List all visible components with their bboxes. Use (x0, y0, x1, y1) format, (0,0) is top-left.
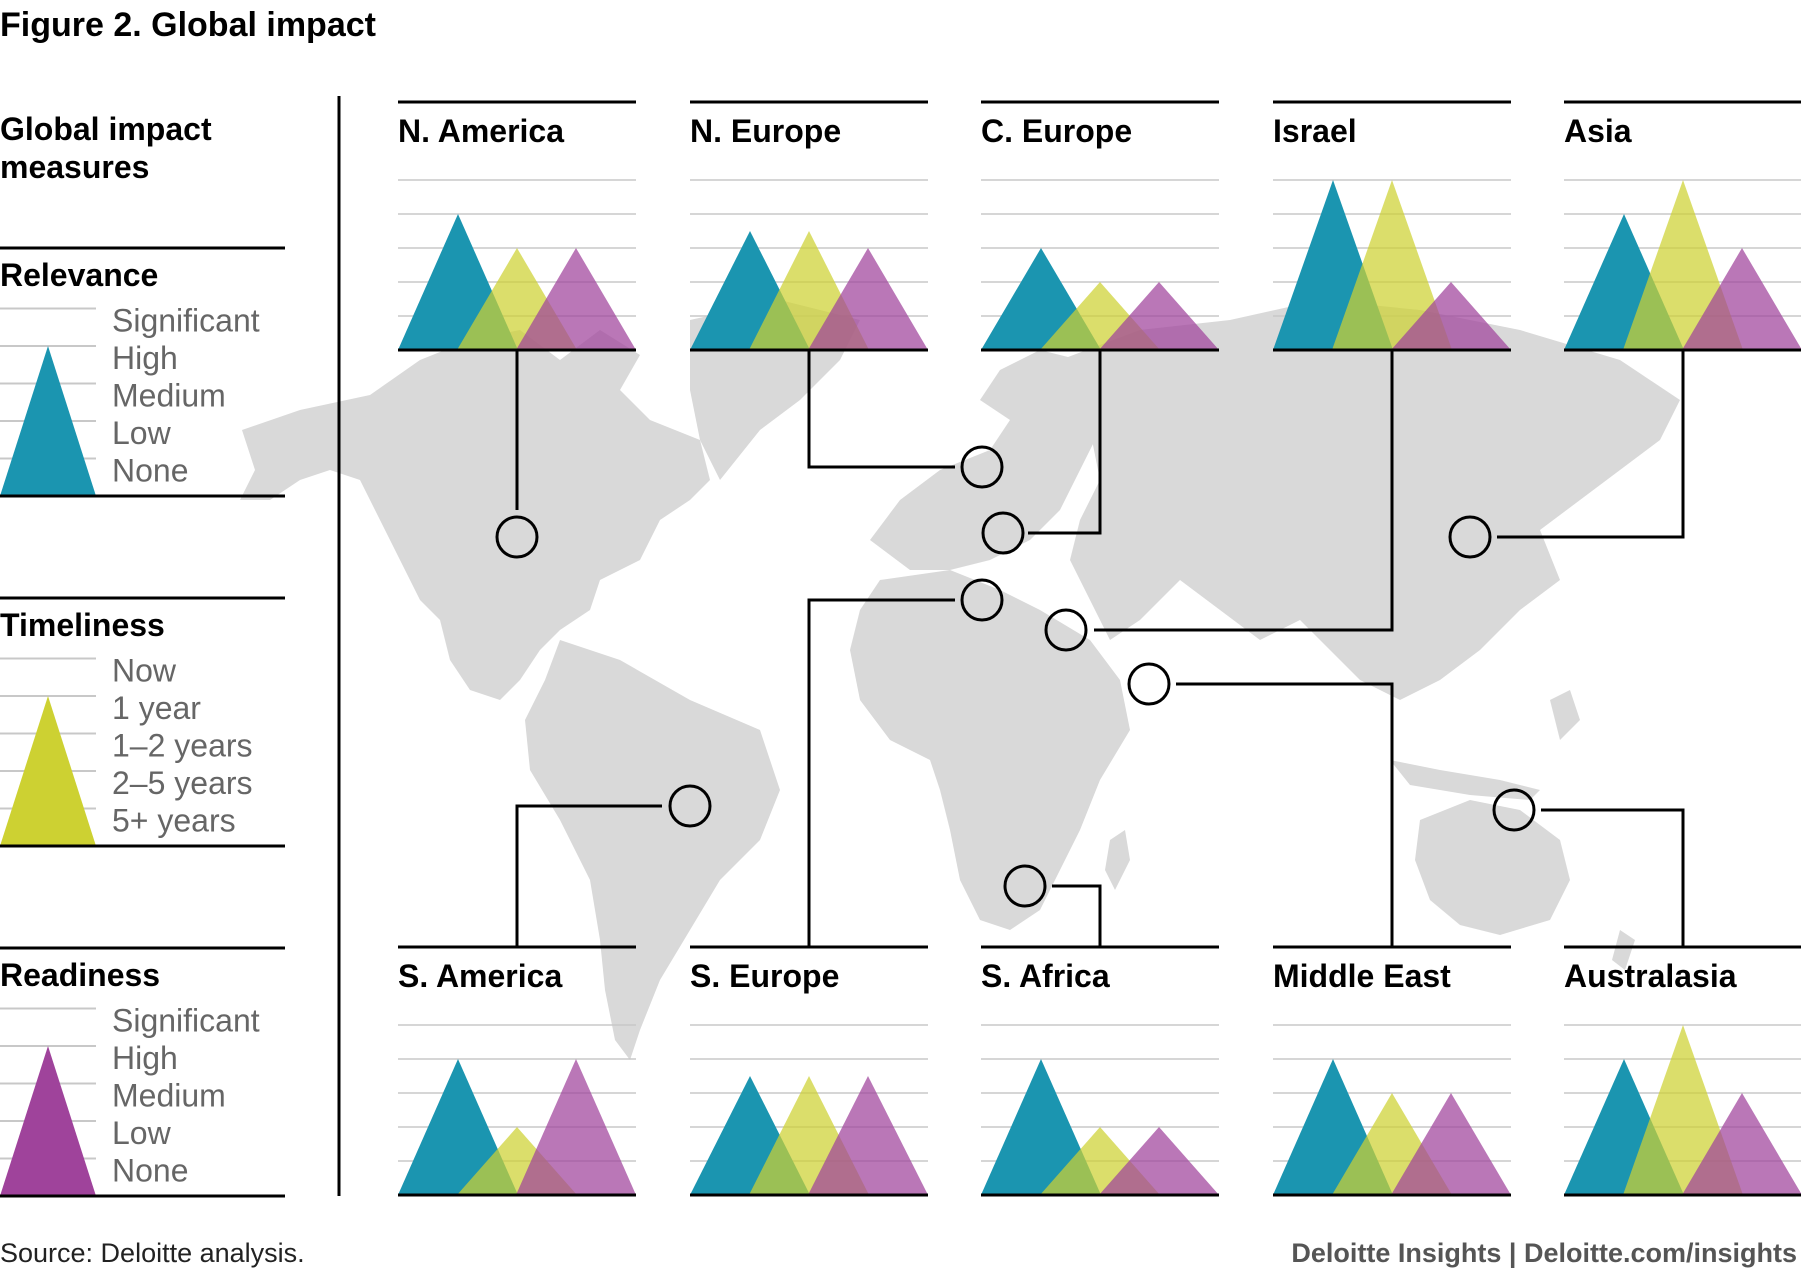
region-panel-c-europe: C. Europe (981, 100, 1219, 352)
region-label: S. Europe (690, 958, 839, 994)
region-panel-s-america: S. America (398, 945, 636, 1197)
connector-s-europe (807, 598, 955, 947)
legend-level-label: 5+ years (112, 803, 236, 839)
legend-level-label: 1–2 years (112, 728, 253, 764)
region-label: Israel (1273, 113, 1357, 149)
connector-middle-east (1176, 682, 1394, 947)
connector-s-america (515, 804, 662, 947)
region-panel-australasia: Australasia (1564, 945, 1801, 1197)
region-label: C. Europe (981, 113, 1132, 149)
location-marker-n-america (495, 515, 539, 559)
location-marker-s-america (668, 784, 712, 828)
legend-heading-line1: Global impact (0, 111, 212, 147)
brand-note: Deloitte Insights | Deloitte.com/insight… (1291, 1238, 1797, 1268)
connector-c-europe (1028, 350, 1102, 535)
legend-level-label: Significant (112, 303, 260, 339)
legend-heading-line2: measures (0, 149, 149, 185)
triangle-readiness (516, 1059, 636, 1195)
triangle-readiness (1682, 1093, 1801, 1195)
region-panel-israel: Israel (1273, 100, 1511, 352)
region-label: Middle East (1273, 958, 1451, 994)
location-marker-s-europe (960, 578, 1004, 622)
location-marker-israel (1044, 608, 1088, 652)
region-panel-s-africa: S. Africa (981, 945, 1219, 1197)
region-panels: N. America N. Europe C. Europe Israel Asia S.… (398, 100, 1801, 1197)
legend-title-timeliness: Timeliness (0, 607, 165, 643)
connector-australasia (1541, 808, 1685, 947)
region-panel-s-europe: S. Europe (690, 945, 928, 1197)
legend-level-label: None (112, 453, 189, 489)
legend-level-label: Significant (112, 1003, 260, 1039)
legend-level-label: Medium (112, 378, 226, 414)
location-marker-s-africa (1003, 864, 1047, 908)
region-label: S. Africa (981, 958, 1110, 994)
connector-s-africa (1052, 884, 1102, 947)
legend-triangle-timeliness (0, 696, 96, 846)
region-label: N. Europe (690, 113, 841, 149)
legend-level-label: Medium (112, 1078, 226, 1114)
legend-level-label: 2–5 years (112, 765, 253, 801)
triangle-readiness (808, 248, 928, 350)
triangle-readiness (808, 1076, 928, 1195)
legend-title-readiness: Readiness (0, 957, 160, 993)
connector-n-europe (807, 350, 955, 469)
region-label: N. America (398, 113, 564, 149)
triangle-readiness (1391, 282, 1511, 350)
connector-israel (1094, 350, 1394, 632)
legend-level-label: High (112, 340, 178, 376)
region-label: S. America (398, 958, 562, 994)
legend-triangle-relevance (0, 346, 96, 496)
triangle-timeliness (1332, 180, 1452, 350)
source-note: Source: Deloitte analysis. (0, 1238, 305, 1268)
legend-triangle-readiness (0, 1046, 96, 1196)
region-label: Asia (1564, 113, 1632, 149)
legend-title-relevance: Relevance (0, 257, 158, 293)
region-panel-asia: Asia (1564, 100, 1801, 352)
region-panel-middle-east: Middle East (1273, 945, 1511, 1197)
figure-title: Figure 2. Global impact (0, 6, 376, 44)
legend-level-label: High (112, 1040, 178, 1076)
triangle-readiness (1099, 282, 1219, 350)
connector-asia (1497, 350, 1685, 539)
region-label: Australasia (1564, 958, 1737, 994)
legend-level-label: None (112, 1153, 189, 1189)
triangle-readiness (1682, 248, 1801, 350)
legend-level-label: 1 year (112, 690, 201, 726)
triangle-readiness (1391, 1093, 1511, 1195)
world-map (240, 300, 1680, 1060)
legend-level-label: Low (112, 1115, 172, 1151)
location-marker-n-europe (960, 445, 1004, 489)
legend-groups: RelevanceSignificantHighMediumLowNoneTim… (0, 246, 285, 1198)
connectors (495, 350, 1685, 947)
location-marker-middle-east (1127, 662, 1171, 706)
region-panel-n-america: N. America (398, 100, 636, 352)
location-marker-c-europe (981, 511, 1025, 555)
legend-level-label: Low (112, 415, 172, 451)
region-panel-n-europe: N. Europe (690, 100, 928, 352)
legend: Global impact measures Relevance Signific… (0, 111, 285, 1198)
legend-level-label: Now (112, 653, 177, 689)
triangle-readiness (516, 248, 636, 350)
location-marker-australasia (1492, 788, 1536, 832)
triangle-readiness (1099, 1127, 1219, 1195)
location-marker-asia (1448, 515, 1492, 559)
